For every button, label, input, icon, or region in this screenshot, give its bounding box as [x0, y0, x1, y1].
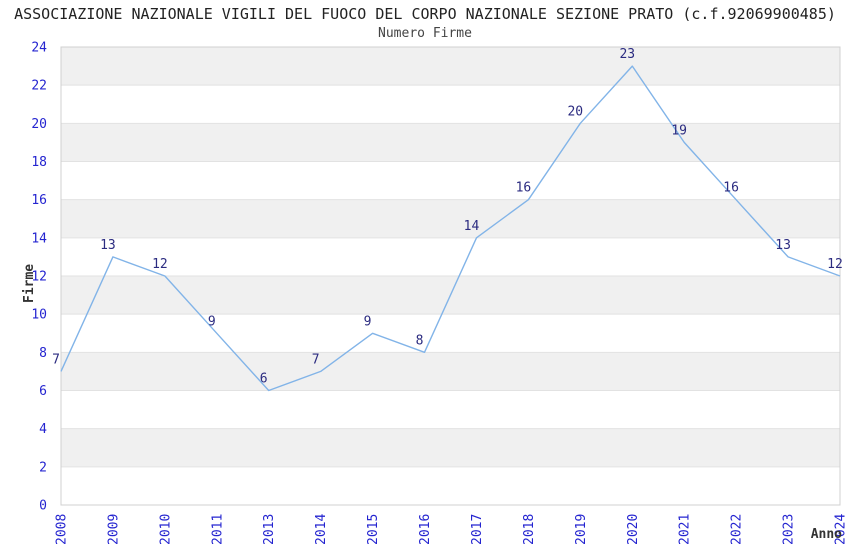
x-tick-label: 2013 [262, 514, 277, 545]
x-tick-label: 2023 [782, 514, 797, 545]
grid-band [61, 199, 840, 238]
y-tick-label: 20 [31, 117, 47, 132]
data-point-label: 14 [464, 219, 480, 234]
data-point-label: 6 [260, 372, 268, 387]
data-point-label: 7 [52, 352, 60, 367]
y-tick-label: 18 [31, 155, 47, 170]
y-tick-label: 0 [39, 499, 47, 514]
data-point-label: 23 [619, 47, 635, 62]
x-tick-label: 2021 [678, 514, 693, 545]
x-tick-label: 2022 [730, 514, 745, 545]
data-point-label: 8 [416, 333, 424, 348]
data-point-label: 13 [775, 238, 791, 253]
grid-band [61, 428, 840, 467]
data-point-label: 9 [364, 314, 372, 329]
series-line [60, 65, 841, 392]
data-point-label: 12 [152, 257, 168, 272]
y-tick-label: 8 [39, 346, 47, 361]
y-tick-label: 24 [31, 41, 47, 56]
x-tick-label: 2024 [834, 514, 849, 545]
data-point-label: 16 [516, 181, 532, 196]
x-axis-title: Anno [811, 527, 842, 542]
chart-title: ASSOCIAZIONE NAZIONALE VIGILI DEL FUOCO … [14, 5, 836, 23]
y-tick-label: 12 [31, 270, 47, 285]
data-point-label: 19 [671, 123, 687, 138]
x-tick-label: 2010 [158, 514, 173, 545]
y-tick-label: 4 [39, 422, 47, 437]
x-tick-label: 2008 [55, 514, 70, 545]
y-tick-label: 22 [31, 79, 47, 94]
x-tick-label: 2019 [574, 514, 589, 545]
x-tick-label: 2009 [106, 514, 121, 545]
x-tick-label: 2014 [314, 514, 329, 545]
data-point-label: 12 [827, 257, 843, 272]
y-tick-label: 10 [31, 308, 47, 323]
grid-band [61, 47, 840, 86]
y-tick-label: 6 [39, 384, 47, 399]
x-tick-label: 2015 [366, 514, 381, 545]
y-tick-label: 16 [31, 193, 47, 208]
x-tick-label: 2016 [418, 514, 433, 545]
grid-band [61, 352, 840, 391]
grid-band [61, 123, 840, 162]
x-tick-label: 2011 [210, 514, 225, 545]
y-tick-label: 2 [39, 460, 47, 475]
chart-subtitle: Numero Firme [378, 26, 472, 41]
data-point-label: 9 [208, 314, 216, 329]
x-tick-label: 2018 [522, 514, 537, 545]
data-point-label: 16 [723, 181, 739, 196]
data-point-label: 20 [567, 104, 583, 119]
data-point-label: 7 [312, 352, 320, 367]
data-point-label: 13 [100, 238, 116, 253]
x-tick-label: 2017 [470, 514, 485, 545]
y-tick-label: 14 [31, 231, 47, 246]
x-tick-label: 2020 [626, 514, 641, 545]
y-axis-title: Firme [22, 264, 37, 303]
